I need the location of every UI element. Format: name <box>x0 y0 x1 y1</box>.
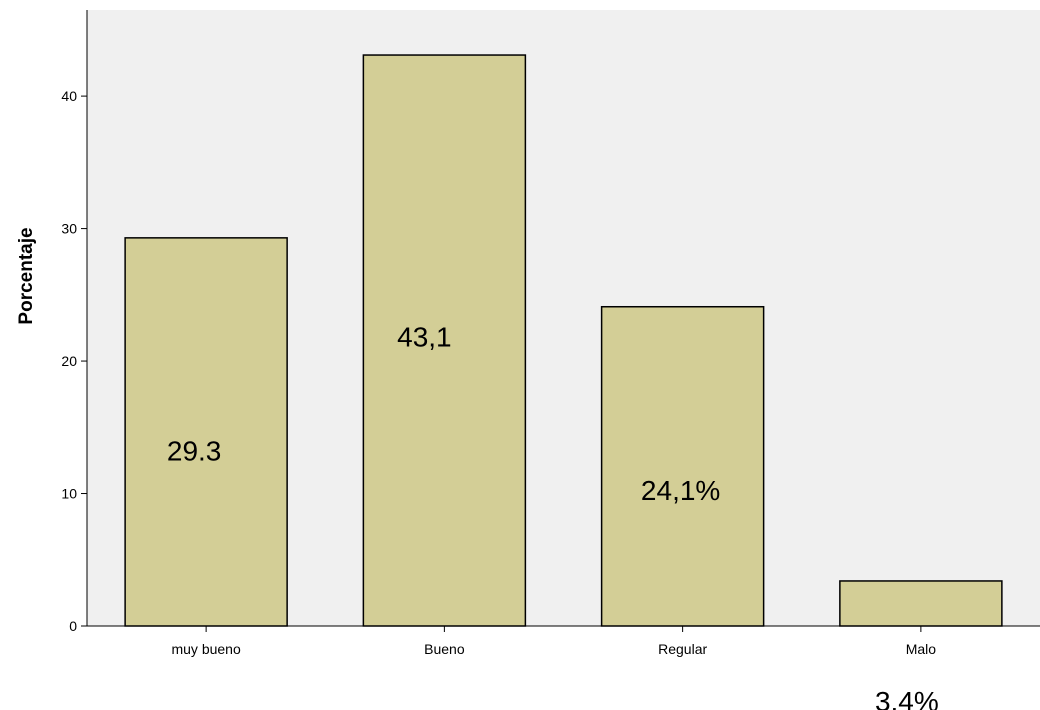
y-tick-label: 0 <box>69 618 77 634</box>
x-tick-label: Bueno <box>424 641 465 657</box>
data-label-muy-bueno: 29.3 <box>167 435 222 466</box>
bar-regular <box>600 305 765 627</box>
x-tick-label: Malo <box>906 641 937 657</box>
y-tick-label: 20 <box>61 353 77 369</box>
bar-bueno <box>362 54 527 627</box>
data-label-bueno: 43,1 <box>397 321 452 352</box>
x-tick-label: Regular <box>658 641 707 657</box>
y-axis-title: Porcentaje <box>16 227 37 324</box>
x-tick-label: muy bueno <box>171 641 240 657</box>
data-label-regular: 24,1% <box>641 475 720 506</box>
bar-muy-bueno <box>124 237 288 627</box>
y-tick-label: 40 <box>61 88 77 104</box>
y-tick-label: 30 <box>61 221 77 237</box>
data-label-malo: 3.4% <box>875 686 939 710</box>
y-tick-label: 10 <box>61 486 77 502</box>
bar-malo <box>839 580 1003 627</box>
